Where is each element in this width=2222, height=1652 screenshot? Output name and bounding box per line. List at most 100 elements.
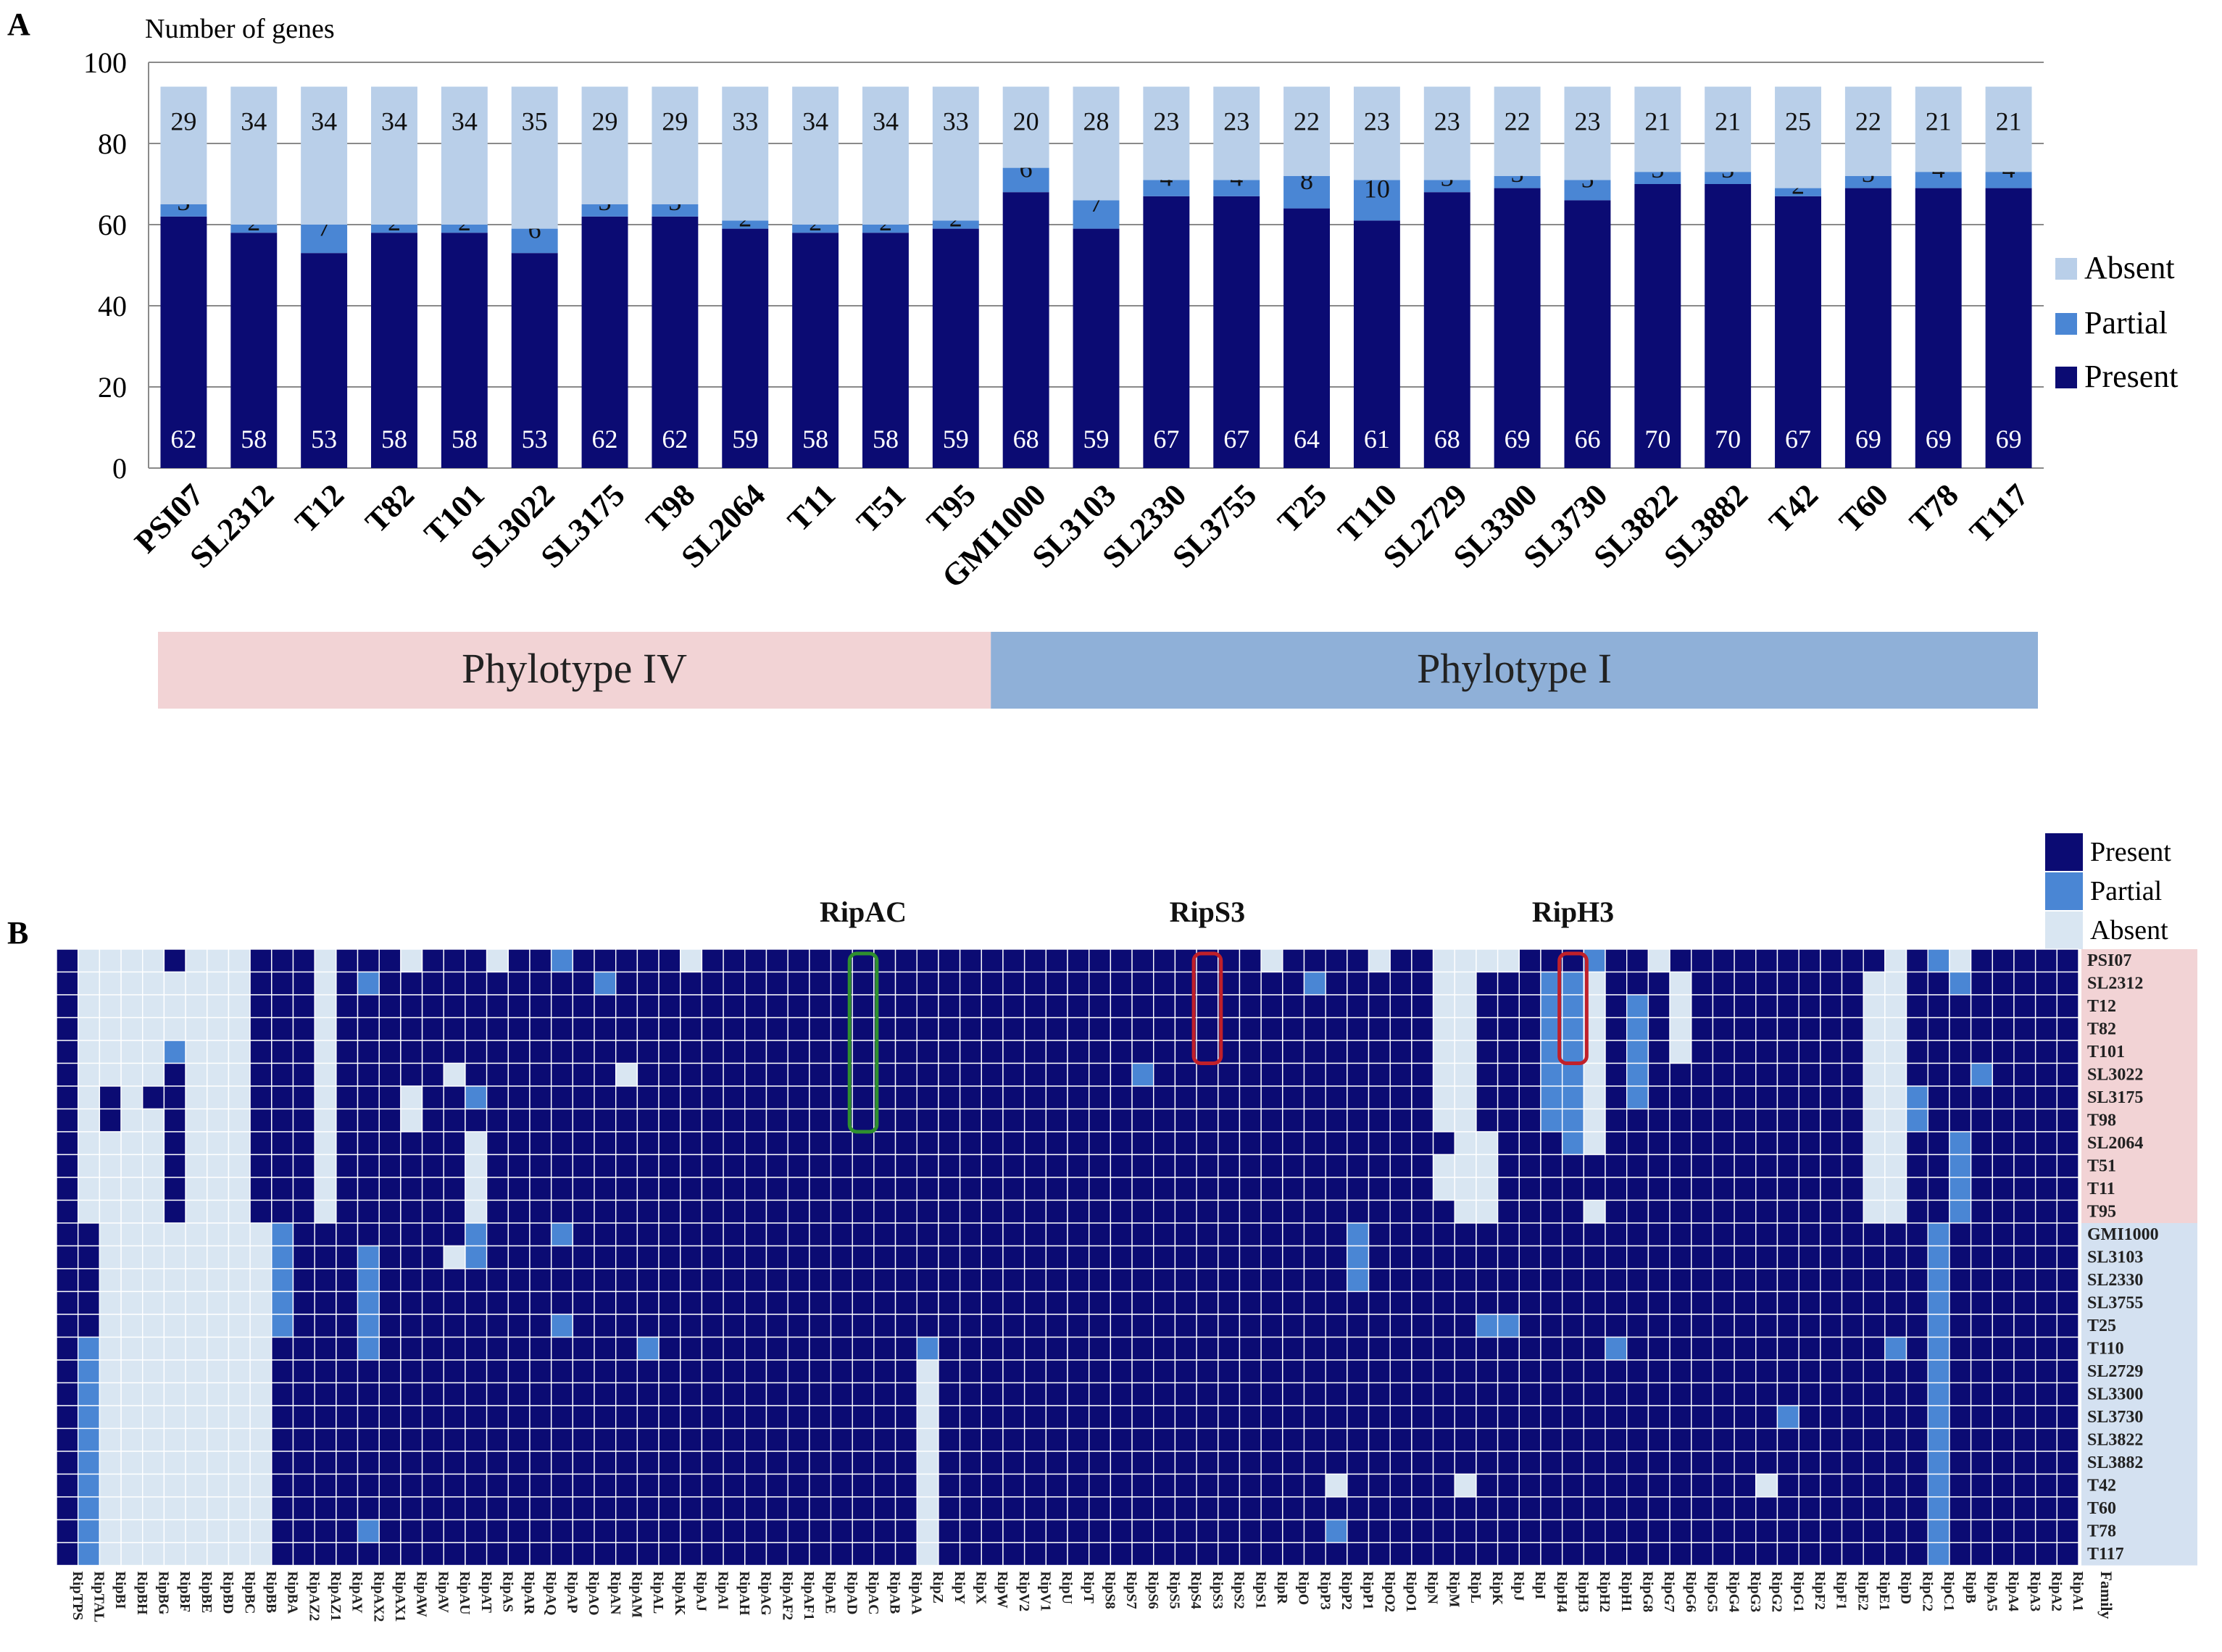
data-label-absent: 23 [1434, 107, 1460, 136]
heatmap-cell [830, 1154, 853, 1178]
column-label: RipR [1274, 1572, 1290, 1605]
heatmap-cell [421, 1405, 444, 1430]
heatmap-cell [357, 1473, 380, 1498]
heatmap-cell [1927, 1519, 1950, 1543]
heatmap-cell [1153, 994, 1176, 1019]
heatmap-cell [1518, 1154, 1541, 1178]
heatmap-cell [292, 971, 315, 996]
heatmap-cell [1949, 1290, 1972, 1315]
heatmap-cell [465, 1199, 488, 1224]
heatmap-cell [271, 971, 294, 996]
bar-present [1213, 196, 1260, 468]
heatmap-cell [1561, 994, 1585, 1019]
heatmap-cell [1454, 1245, 1477, 1269]
heatmap-cell [1023, 1496, 1047, 1521]
heatmap-cell [378, 1177, 401, 1201]
heatmap-cell [873, 1314, 896, 1338]
heatmap-cell [486, 1268, 509, 1293]
heatmap-cell [1153, 1451, 1176, 1475]
heatmap-cell [228, 1473, 251, 1498]
heatmap-cell [658, 1245, 681, 1269]
heatmap-cell [1432, 1290, 1455, 1315]
row-label: SL3755 [2087, 1294, 2143, 1313]
heatmap-cell [1992, 1108, 2015, 1132]
heatmap-cell [1497, 1154, 1520, 1178]
heatmap-cell [938, 994, 961, 1019]
heatmap-cell [2034, 948, 2058, 973]
heatmap-cell [1325, 1314, 1348, 1338]
heatmap-cell [1669, 1382, 1692, 1406]
column-label: RipA5 [1984, 1572, 2000, 1612]
heatmap-cell [1045, 1382, 1068, 1406]
heatmap-cell [1734, 1268, 1757, 1293]
heatmap-cell [529, 1496, 552, 1521]
heatmap-cell [1368, 1040, 1391, 1064]
heatmap-cell [120, 1154, 143, 1178]
heatmap-cell [77, 1017, 101, 1041]
heatmap-cell [1734, 1473, 1757, 1498]
heatmap-cell [1476, 1108, 1499, 1132]
heatmap-cell [787, 1085, 810, 1110]
heatmap-cell [1992, 1405, 2015, 1430]
heatmap-cell [1647, 1473, 1670, 1498]
heatmap-cell [486, 1040, 509, 1064]
heatmap-cell [207, 1405, 230, 1430]
heatmap-cell [314, 1405, 337, 1430]
heatmap-cell [1820, 1427, 1843, 1452]
heatmap-cell [400, 1314, 423, 1338]
heatmap-cell [1712, 1085, 1735, 1110]
data-label-absent: 22 [1855, 107, 1881, 136]
heatmap-cell [443, 1382, 466, 1406]
heatmap-cell [1368, 1519, 1391, 1543]
column-label: RipA1 [2070, 1572, 2086, 1612]
heatmap-cell [185, 1108, 208, 1132]
heatmap-cell [1927, 1108, 1950, 1132]
heatmap-cell [981, 1154, 1004, 1178]
heatmap-cell [744, 1177, 767, 1201]
heatmap-cell [1110, 1290, 1133, 1315]
heatmap-cell [1153, 1290, 1176, 1315]
heatmap-cell [314, 1427, 337, 1452]
heatmap-cell [1067, 1085, 1090, 1110]
heatmap-cell [1002, 1245, 1025, 1269]
heatmap-cell [1755, 1473, 1778, 1498]
heatmap-cell [1088, 1405, 1112, 1430]
heatmap-cell [207, 1359, 230, 1384]
heatmap-cell [2034, 1108, 2058, 1132]
heatmap-cell [1153, 971, 1176, 996]
heatmap-cell [744, 1359, 767, 1384]
heatmap-cell [1734, 1382, 1757, 1406]
heatmap-cell [228, 1062, 251, 1087]
heatmap-cell [1540, 1336, 1563, 1361]
heatmap-cell [1863, 1245, 1886, 1269]
heatmap-cell [1023, 1177, 1047, 1201]
heatmap-cell [723, 1177, 746, 1201]
heatmap-cell [443, 1017, 466, 1041]
heatmap-cell [421, 1268, 444, 1293]
heatmap-cell [1476, 1040, 1499, 1064]
heatmap-cell [1820, 1199, 1843, 1224]
heatmap-cell [1476, 1222, 1499, 1247]
heatmap-cell [1067, 1245, 1090, 1269]
heatmap-cell [1605, 948, 1628, 973]
heatmap-cell [1088, 1451, 1112, 1475]
column-label: RipAF1 [801, 1572, 817, 1621]
column-label: RipAO [586, 1572, 602, 1616]
heatmap-cell [894, 1496, 917, 1521]
data-label-present: 68 [1013, 425, 1039, 454]
heatmap-cell [163, 1473, 186, 1498]
heatmap-cell [636, 1519, 659, 1543]
column-label: RipH4 [1554, 1572, 1570, 1613]
heatmap-cell [1497, 1542, 1520, 1567]
heatmap-cell [1023, 1336, 1047, 1361]
bar-absent [511, 86, 558, 229]
heatmap-cell [1755, 1199, 1778, 1224]
heatmap-cell [336, 1382, 359, 1406]
heatmap-cell [1605, 1405, 1628, 1430]
heatmap-cell [142, 1382, 165, 1406]
y-tick-label: 80 [98, 128, 127, 160]
heatmap-cell [550, 948, 574, 973]
heatmap-cell [1088, 1427, 1112, 1452]
heatmap-cell [1518, 1382, 1541, 1406]
heatmap-cell [1411, 1427, 1434, 1452]
